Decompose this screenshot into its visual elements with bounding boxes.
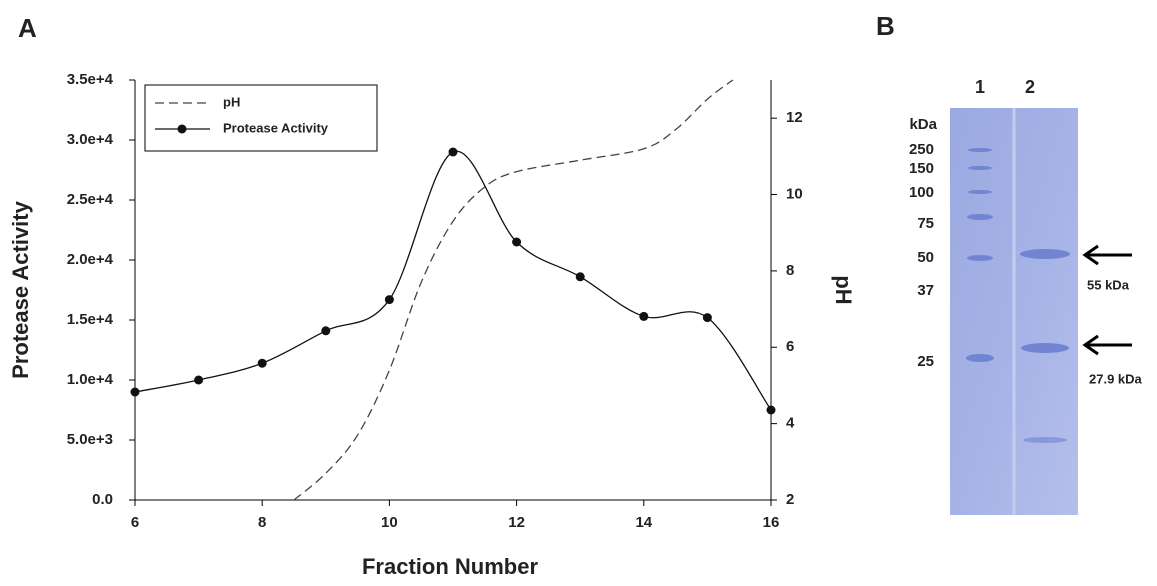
y-tick-label: 2.5e+4 (67, 191, 114, 208)
y-axis-label: Protease Activity (8, 200, 33, 378)
x-tick-label: 16 (763, 514, 780, 531)
y2-tick-label: 4 (786, 415, 795, 432)
y-tick-label: 2.0e+4 (67, 251, 114, 268)
marker (385, 295, 394, 304)
marker (449, 148, 458, 157)
y-tick-label: 1.5e+4 (67, 311, 114, 328)
band (968, 148, 992, 152)
y-tick-label: 1.0e+4 (67, 371, 114, 388)
y-tick-label: 3.0e+4 (67, 131, 114, 148)
marker (576, 272, 585, 281)
panel-label: A (18, 13, 37, 43)
x-tick-label: 12 (508, 514, 525, 531)
band (966, 354, 994, 362)
y-tick-label: 0.0 (92, 491, 113, 508)
marker (258, 359, 267, 368)
y2-axis-label: pH (831, 275, 856, 304)
y-tick-label: 5.0e+3 (67, 431, 113, 448)
annotation: 55 kDa (1087, 277, 1130, 292)
marker-label: 37 (917, 282, 934, 299)
lane-label: 1 (975, 77, 985, 97)
marker-label: 75 (917, 215, 934, 232)
y2-tick-label: 2 (786, 491, 794, 508)
marker-label: 250 (909, 141, 934, 158)
x-tick-label: 6 (131, 514, 139, 531)
lane-label: 2 (1025, 77, 1035, 97)
marker (321, 326, 330, 335)
band (968, 166, 992, 170)
gel: 1 2 kDa 250 150 100 75 50 37 25 55 kDa 2… (909, 77, 1143, 515)
band (1023, 437, 1067, 443)
legend-box (145, 85, 377, 151)
marker (703, 313, 712, 322)
band (1020, 249, 1070, 259)
y-tick-label: 3.5e+4 (67, 71, 114, 88)
annotation: 27.9 kDa (1089, 371, 1143, 386)
x-tick-label: 10 (381, 514, 398, 531)
y2-tick-label: 12 (786, 109, 803, 126)
band (1021, 343, 1069, 353)
legend-marker (178, 125, 187, 134)
marker-label: 50 (917, 249, 934, 266)
marker (194, 376, 203, 385)
marker-label: 150 (909, 160, 934, 177)
x-tick-label: 8 (258, 514, 266, 531)
legend-label: pH (223, 94, 240, 109)
x-tick-label: 14 (635, 514, 652, 531)
band (967, 214, 993, 220)
band (968, 190, 992, 194)
y2-tick-label: 6 (786, 338, 794, 355)
marker (639, 312, 648, 321)
marker (767, 406, 776, 415)
marker (512, 238, 521, 247)
marker (131, 388, 140, 397)
series-line (135, 151, 771, 410)
marker-label: 25 (917, 353, 934, 370)
panel-label: B (876, 11, 895, 41)
figure: A B Fraction Number Protease Activity pH… (0, 0, 1157, 581)
y2-tick-label: 8 (786, 262, 794, 279)
marker-label: 100 (909, 184, 934, 201)
legend-label: Protease Activity (223, 120, 329, 135)
x-axis-label: Fraction Number (362, 554, 538, 579)
unit-label: kDa (909, 116, 937, 133)
band (967, 255, 993, 261)
y2-tick-label: 10 (786, 186, 803, 203)
